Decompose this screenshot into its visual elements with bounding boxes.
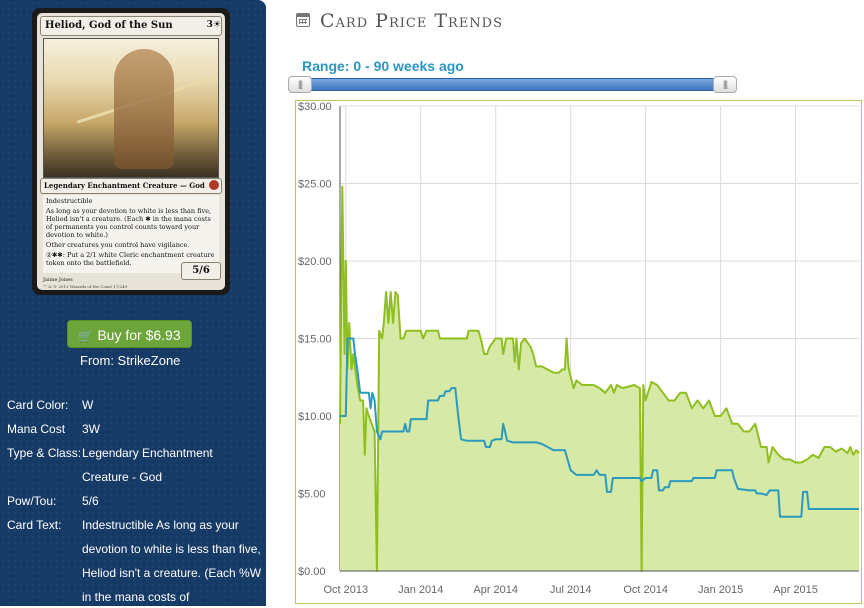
card-type-line: Legendary Enchantment Creature — God [40,178,222,194]
info-label: Card Text: [7,518,62,532]
card-rule-4: ②✱✱: Put a 2/1 white Cleric enchantment … [46,251,215,267]
calendar-icon [296,13,310,27]
buy-button-label: Buy for $6.93 [97,327,181,343]
card-info-list: Card Color: W Mana Cost 3W Type & Class:… [7,393,262,606]
card-mana-cost: 3☀ [206,20,221,30]
set-symbol-icon [209,180,219,190]
card-copyright: ™ & © 2013 Wizards of the Coast 17/249 [43,284,128,289]
x-tick-label: Jan 2015 [698,584,743,596]
info-row-color: Card Color: W [7,393,262,417]
range-slider-left-handle[interactable]: ||| [288,76,312,93]
info-row-pow-tou: Pow/Tou: 5/6 [7,489,262,513]
range-slider-track[interactable] [297,78,736,91]
x-tick-label: Oct 2013 [323,584,368,596]
page-title: Card Price Trends [320,10,504,32]
shopping-cart-icon: 🛒 [78,329,94,343]
info-label: Pow/Tou: [7,494,57,508]
info-label: Mana Cost [7,422,66,436]
y-tick-label: $20.00 [298,256,332,268]
info-value: Legendary Enchantment Creature - God [82,446,213,484]
x-tick-label: Oct 2014 [623,584,668,596]
x-tick-label: Apr 2014 [473,584,518,596]
seller-label: From: StrikeZone [80,353,181,368]
art-figure [114,49,174,169]
card-rule-2: As long as your devotion to white is les… [46,207,212,239]
range-label: Range: 0 - 90 weeks ago [302,58,464,74]
range-slider-right-handle[interactable]: ||| [713,76,737,93]
y-tick-label: $30.00 [298,101,332,113]
series-1-line [340,337,859,518]
info-value: 5/6 [82,494,99,508]
info-row-mana-cost: Mana Cost 3W [7,417,262,441]
card-art [43,38,219,178]
x-tick-label: Jul 2014 [550,584,592,596]
info-value: 3W [82,422,100,436]
info-value: W [82,398,94,412]
sidebar: Heliod, God of the Sun 3☀ Legendary Ench… [0,0,266,606]
info-label: Card Color: [7,398,69,412]
card-power-toughness: 5/6 [181,262,221,280]
card-artist: Jaime Jones [43,277,73,283]
y-tick-label: $15.00 [298,334,332,346]
series-0-area [340,186,859,571]
card-rule-3: Other creatures you control have vigilan… [46,241,190,249]
y-tick-label: $5.00 [298,489,326,501]
info-row-card-text: Card Text: Indestructible As long as you… [7,513,262,606]
price-chart: $0.00 $5.00 $10.00 $15.00 $20.00 $25.00 $30.00… [295,100,862,604]
card-name: Heliod, God of the Sun [40,16,222,36]
y-tick-label: $0.00 [298,566,326,578]
y-tick-label: $10.00 [298,411,332,423]
y-tick-label: $25.00 [298,179,332,191]
card-rule-1: Indestructible [46,197,93,205]
price-chart-svg: $0.00 $5.00 $10.00 $15.00 $20.00 $25.00 $30.00… [298,101,860,596]
x-tick-label: Apr 2015 [773,584,818,596]
info-value: Indestructible As long as your devotion … [82,518,262,604]
info-row-type: Type & Class: Legendary Enchantment Crea… [7,441,262,489]
buy-button[interactable]: 🛒 Buy for $6.93 [67,320,192,348]
series-0-line [339,185,860,572]
info-label: Type & Class: [7,446,82,460]
card-image: Heliod, God of the Sun 3☀ Legendary Ench… [32,8,230,295]
x-tick-label: Jan 2014 [398,584,443,596]
card-rules-text: Indestructible As long as your devotion … [43,195,219,273]
